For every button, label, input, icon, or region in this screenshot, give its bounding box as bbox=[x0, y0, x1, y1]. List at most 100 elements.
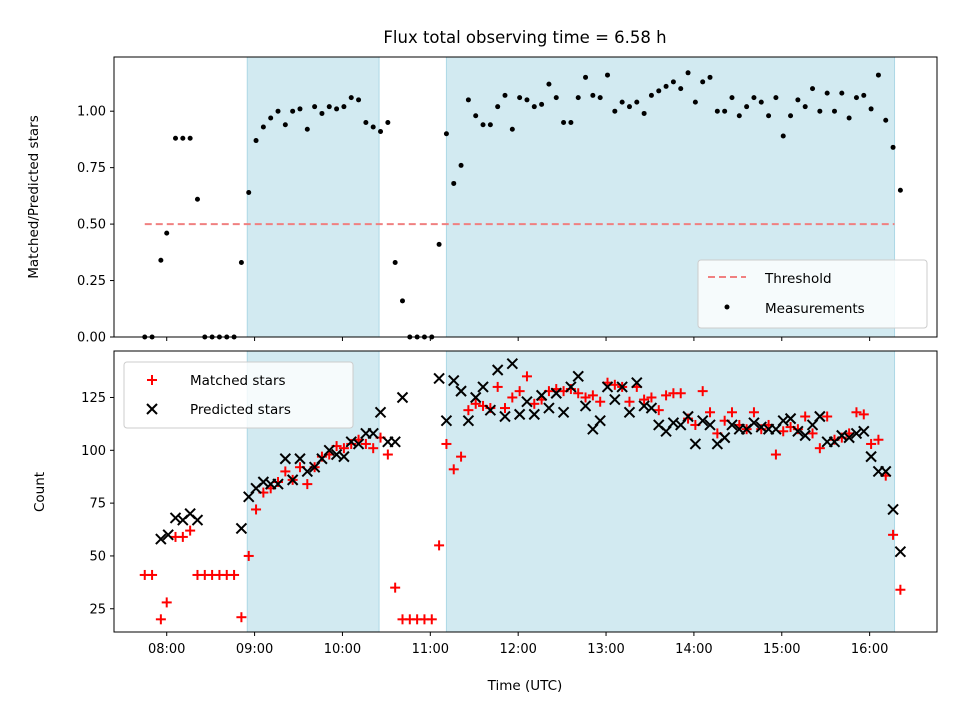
top-y-axis: 0.00 0.25 0.50 0.75 1.00 bbox=[77, 105, 114, 346]
predicted-star-point bbox=[535, 389, 548, 402]
predicted-star-point bbox=[880, 465, 892, 478]
matched-star-point bbox=[463, 405, 474, 416]
measurement-point bbox=[758, 99, 764, 105]
measurement-point bbox=[802, 104, 808, 110]
measurement-point bbox=[180, 135, 186, 141]
predicted-star-point bbox=[257, 476, 270, 488]
measurement-point bbox=[392, 259, 398, 265]
top-shaded-intervals bbox=[246, 56, 896, 338]
predicted-star-point bbox=[748, 417, 760, 429]
x-tick-label: 13:00 bbox=[587, 642, 624, 657]
matched-star-point bbox=[646, 392, 657, 403]
measurement-point bbox=[641, 110, 647, 116]
predicted-star-point bbox=[550, 387, 562, 399]
bottom-panel: 25 50 75 100 125 08:00 09:00 10:00 11:00 12:00 13… bbox=[32, 350, 938, 694]
x-tick-label: 14:00 bbox=[675, 642, 712, 657]
matched-star-point bbox=[580, 392, 591, 403]
measurement-point bbox=[399, 298, 405, 304]
predicted-star-point bbox=[521, 395, 533, 408]
y-tick-label: 0.25 bbox=[77, 274, 106, 289]
measurement-point bbox=[583, 74, 589, 80]
bottom-x-axis: 08:00 09:00 10:00 11:00 12:00 13:00 14:00 15:00… bbox=[148, 632, 888, 657]
x-tick-label: 16:00 bbox=[851, 642, 888, 657]
measurement-point bbox=[253, 138, 259, 144]
predicted-stars-series bbox=[155, 357, 907, 558]
predicted-star-point bbox=[784, 412, 797, 425]
predicted-star-point bbox=[433, 372, 445, 385]
matched-star-point bbox=[814, 443, 825, 454]
predicted-star-point bbox=[667, 417, 680, 429]
measurement-point bbox=[531, 104, 537, 110]
top-axes-frame bbox=[113, 56, 938, 338]
predicted-star-point bbox=[484, 404, 497, 416]
measurement-point bbox=[502, 92, 508, 98]
matched-star-point bbox=[499, 403, 510, 414]
matched-star-point bbox=[177, 531, 188, 542]
measurement-point bbox=[465, 97, 471, 103]
measurement-point bbox=[319, 110, 325, 116]
matched-star-point bbox=[573, 388, 584, 399]
predicted-star-point bbox=[477, 381, 489, 393]
matched-star-point bbox=[661, 390, 672, 401]
predicted-star-point bbox=[272, 478, 284, 490]
measurement-point bbox=[348, 95, 354, 101]
measurement-point bbox=[539, 101, 545, 107]
matched-star-point bbox=[697, 386, 708, 397]
matched-star-point bbox=[858, 409, 869, 420]
predicted-star-point bbox=[645, 402, 658, 414]
matched-star-point bbox=[302, 479, 313, 490]
matched-star-point bbox=[807, 428, 818, 439]
predicted-star-point bbox=[301, 465, 314, 478]
legend-measurements-marker bbox=[724, 304, 730, 310]
predicted-star-point bbox=[323, 444, 335, 457]
measurement-point bbox=[356, 97, 362, 103]
matched-star-point bbox=[382, 449, 393, 460]
matched-star-point bbox=[595, 396, 606, 407]
predicted-star-point bbox=[858, 425, 870, 437]
measurement-point bbox=[824, 90, 830, 96]
predicted-star-point bbox=[718, 431, 731, 444]
matched-star-point bbox=[229, 569, 240, 580]
y-tick-label: 0.75 bbox=[77, 161, 106, 176]
measurement-point bbox=[700, 79, 706, 85]
predicted-star-point bbox=[338, 450, 350, 463]
legend-predicted-marker bbox=[146, 403, 158, 415]
measurement-point bbox=[788, 113, 794, 119]
predicted-star-point bbox=[616, 381, 628, 393]
predicted-star-point bbox=[286, 474, 299, 486]
matched-star-point bbox=[866, 438, 877, 449]
bottom-legend-box bbox=[123, 361, 354, 429]
predicted-star-point bbox=[389, 436, 401, 448]
predicted-star-point bbox=[294, 453, 306, 465]
predicted-star-point bbox=[279, 453, 292, 465]
measurement-point bbox=[290, 108, 296, 114]
measurement-point bbox=[839, 90, 845, 96]
measurement-point bbox=[751, 95, 757, 101]
matched-star-point bbox=[888, 529, 899, 540]
bottom-y-axis-label: Count bbox=[32, 472, 48, 512]
measurement-point bbox=[334, 106, 340, 112]
matched-star-point bbox=[507, 392, 518, 403]
bottom-axes-frame bbox=[113, 350, 938, 633]
predicted-star-point bbox=[513, 408, 526, 421]
measurement-point bbox=[795, 97, 801, 103]
measurement-point bbox=[817, 108, 823, 114]
matched-star-point bbox=[448, 464, 459, 475]
matched-star-point bbox=[338, 443, 349, 454]
measurement-point bbox=[853, 95, 859, 101]
predicted-star-point bbox=[506, 357, 519, 370]
predicted-star-point bbox=[689, 438, 702, 450]
measurement-point bbox=[187, 135, 193, 141]
measurement-point bbox=[597, 95, 603, 101]
predicted-star-point bbox=[448, 374, 460, 387]
matched-star-point bbox=[441, 438, 452, 449]
measurement-point bbox=[648, 92, 654, 98]
y-tick-label: 50 bbox=[89, 549, 106, 564]
measurement-point bbox=[707, 74, 713, 80]
predicted-star-point bbox=[865, 450, 877, 463]
x-tick-label: 15:00 bbox=[763, 642, 800, 657]
matched-star-point bbox=[243, 550, 254, 561]
measurement-point bbox=[883, 117, 889, 123]
x-tick-label: 11:00 bbox=[412, 642, 449, 657]
